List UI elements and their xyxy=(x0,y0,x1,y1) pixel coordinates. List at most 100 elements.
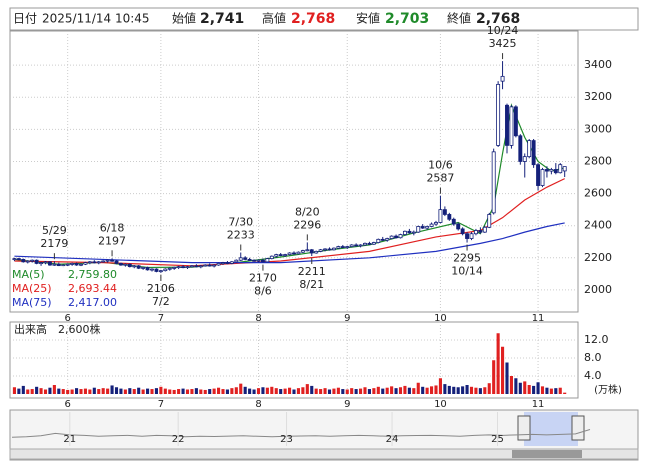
candle-body xyxy=(331,247,336,251)
candle-body xyxy=(389,235,394,239)
candle-body xyxy=(274,254,279,257)
candle-body xyxy=(544,169,549,172)
candle-body xyxy=(265,258,270,263)
volume-bar xyxy=(66,389,70,394)
candle-body xyxy=(491,151,496,214)
volume-bar xyxy=(314,388,318,394)
volume-bar xyxy=(563,392,567,394)
annotation-price: 2295 xyxy=(453,252,481,265)
volume-bar xyxy=(150,389,154,394)
volume-bar xyxy=(75,388,79,394)
candle-body xyxy=(513,106,518,137)
candle-body xyxy=(278,254,283,256)
annotation-date: 5/29 xyxy=(42,224,67,237)
y-tick-label: 3400 xyxy=(584,58,612,71)
volume-bar xyxy=(469,386,474,394)
volume-bar xyxy=(21,385,25,394)
volume-bar xyxy=(239,383,243,394)
candle-body xyxy=(451,218,456,225)
x-tick-label: 7 xyxy=(158,399,164,410)
volume-bar xyxy=(97,389,101,394)
candle-body xyxy=(327,248,332,251)
candle-body xyxy=(39,262,44,265)
volume-bar xyxy=(301,387,305,394)
volume-bar xyxy=(83,388,87,394)
volume-bar xyxy=(452,386,456,394)
x-tick-label: 6 xyxy=(65,313,71,324)
candle-body xyxy=(473,230,478,235)
volume-bar xyxy=(336,387,340,394)
volume-bar xyxy=(70,389,74,394)
volume-bar xyxy=(283,388,287,394)
candle-body xyxy=(465,233,470,239)
candle-body xyxy=(522,156,527,162)
ma-legend-value: 2,693.44 xyxy=(68,282,117,295)
candle-body xyxy=(442,209,447,215)
low-label: 安値 xyxy=(356,11,380,26)
volume-bar xyxy=(110,385,114,394)
volume-bar xyxy=(146,388,150,394)
volume-bar xyxy=(332,388,336,394)
candle-body xyxy=(123,263,128,266)
navigator-handle-left[interactable] xyxy=(517,415,531,441)
volume-bar xyxy=(536,382,540,394)
volume-bar xyxy=(52,385,56,394)
date-label: 日付 xyxy=(13,12,37,26)
volume-bar xyxy=(518,382,522,394)
candle-body xyxy=(340,246,345,248)
candle-body xyxy=(553,169,558,174)
candle-body xyxy=(487,214,492,228)
volume-bar xyxy=(265,387,269,394)
candle-body xyxy=(132,265,137,268)
annotation-price: 2587 xyxy=(426,172,454,185)
candle-body xyxy=(518,135,523,162)
candle-body xyxy=(456,223,461,230)
volume-bar xyxy=(114,387,119,394)
volume-unit: (万株) xyxy=(594,383,622,396)
candle-body xyxy=(118,263,123,266)
candle-body xyxy=(172,267,177,269)
volume-bar xyxy=(292,389,296,394)
volume-bar xyxy=(199,389,203,394)
volume-bar xyxy=(434,385,438,394)
candle-body xyxy=(407,230,412,234)
volume-bar xyxy=(252,389,256,394)
volume-bar xyxy=(79,389,83,394)
annotation-price: 3425 xyxy=(489,37,517,50)
volume-bar xyxy=(234,387,238,394)
candle-body xyxy=(105,259,110,262)
volume-bar xyxy=(509,376,513,394)
volume-bar xyxy=(190,389,194,394)
y-tick-label: 2600 xyxy=(584,187,612,200)
navigator-tick-label: 21 xyxy=(63,434,76,445)
candle-body xyxy=(309,249,314,254)
candle-body xyxy=(127,263,132,268)
navigator-handle-right[interactable] xyxy=(571,415,585,441)
volume-bar xyxy=(549,388,553,394)
candle-body xyxy=(469,233,474,239)
candle-body xyxy=(189,265,194,268)
navigator-line xyxy=(11,429,591,438)
candle-body xyxy=(216,263,221,266)
candle-body xyxy=(540,169,545,186)
volume-bar xyxy=(208,389,212,394)
candle-body xyxy=(25,260,30,263)
candle-body xyxy=(509,106,514,146)
candle-body xyxy=(30,259,35,262)
annotation-date: 6/18 xyxy=(100,221,125,234)
candle-body xyxy=(429,223,434,227)
candle-body xyxy=(136,265,141,269)
scrollbar-thumb[interactable] xyxy=(512,450,582,458)
candle-body xyxy=(394,235,399,239)
scrollbar[interactable] xyxy=(9,448,639,460)
candle-body xyxy=(345,246,350,248)
close: 2,768 xyxy=(476,11,520,27)
candle-body xyxy=(562,166,567,172)
volume-bar xyxy=(421,386,425,394)
volume-bar xyxy=(438,378,442,394)
header-bar xyxy=(9,7,639,31)
navigator-window[interactable] xyxy=(524,412,578,446)
candle-body xyxy=(367,242,372,245)
volume-bar xyxy=(128,388,132,394)
